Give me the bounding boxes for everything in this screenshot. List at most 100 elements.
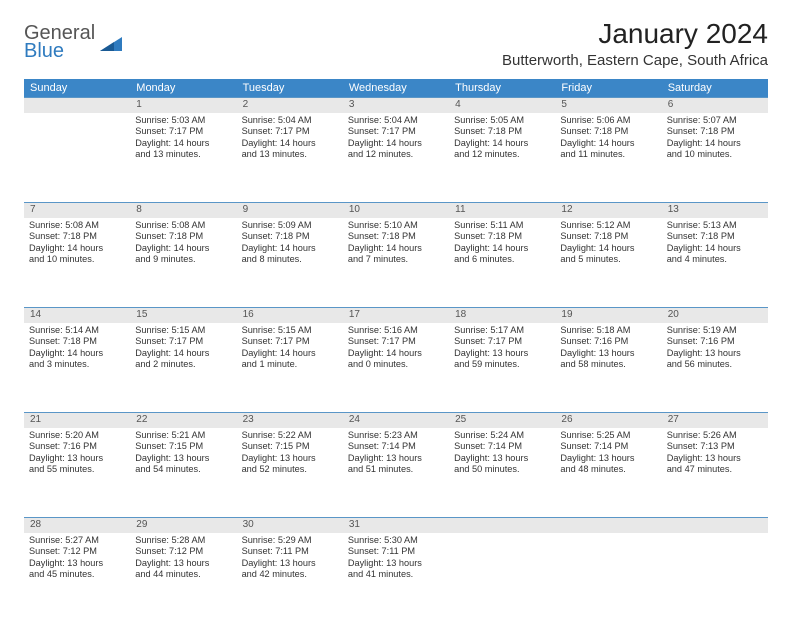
d1-text: Daylight: 13 hours — [454, 453, 550, 465]
sunrise-text: Sunrise: 5:11 AM — [454, 220, 550, 232]
day-number: 22 — [130, 413, 236, 428]
day-cell: Sunrise: 5:26 AMSunset: 7:13 PMDaylight:… — [662, 428, 768, 518]
week-row: Sunrise: 5:27 AMSunset: 7:12 PMDaylight:… — [24, 533, 768, 623]
sunset-text: Sunset: 7:17 PM — [348, 336, 444, 348]
d1-text: Daylight: 14 hours — [667, 138, 763, 150]
d1-text: Daylight: 14 hours — [135, 348, 231, 360]
d1-text: Daylight: 14 hours — [242, 138, 338, 150]
d2-text: and 58 minutes. — [560, 359, 656, 371]
d1-text: Daylight: 13 hours — [242, 558, 338, 570]
day-number: 28 — [24, 518, 130, 533]
d2-text: and 52 minutes. — [242, 464, 338, 476]
day-number: 4 — [449, 98, 555, 113]
day-cell: Sunrise: 5:20 AMSunset: 7:16 PMDaylight:… — [24, 428, 130, 518]
d2-text: and 3 minutes. — [29, 359, 125, 371]
day-cell: Sunrise: 5:04 AMSunset: 7:17 PMDaylight:… — [237, 113, 343, 203]
d1-text: Daylight: 13 hours — [29, 453, 125, 465]
sunset-text: Sunset: 7:18 PM — [667, 231, 763, 243]
sunrise-text: Sunrise: 5:04 AM — [242, 115, 338, 127]
sunset-text: Sunset: 7:18 PM — [242, 231, 338, 243]
sunset-text: Sunset: 7:13 PM — [667, 441, 763, 453]
sunset-text: Sunset: 7:18 PM — [667, 126, 763, 138]
day-cell — [555, 533, 661, 623]
d1-text: Daylight: 14 hours — [560, 138, 656, 150]
d1-text: Daylight: 14 hours — [29, 243, 125, 255]
day-cell — [662, 533, 768, 623]
sunset-text: Sunset: 7:18 PM — [348, 231, 444, 243]
d1-text: Daylight: 14 hours — [135, 138, 231, 150]
daynum-row: 78910111213 — [24, 203, 768, 218]
day-cell: Sunrise: 5:15 AMSunset: 7:17 PMDaylight:… — [130, 323, 236, 413]
sunrise-text: Sunrise: 5:07 AM — [667, 115, 763, 127]
sunset-text: Sunset: 7:11 PM — [242, 546, 338, 558]
d2-text: and 2 minutes. — [135, 359, 231, 371]
day-number: 25 — [449, 413, 555, 428]
calendar-table: Sunday Monday Tuesday Wednesday Thursday… — [24, 79, 768, 623]
d1-text: Daylight: 14 hours — [560, 243, 656, 255]
sunset-text: Sunset: 7:18 PM — [135, 231, 231, 243]
weekday-header: Saturday — [662, 79, 768, 98]
sunset-text: Sunset: 7:18 PM — [560, 231, 656, 243]
day-cell: Sunrise: 5:21 AMSunset: 7:15 PMDaylight:… — [130, 428, 236, 518]
sunset-text: Sunset: 7:17 PM — [135, 126, 231, 138]
d1-text: Daylight: 13 hours — [135, 558, 231, 570]
d2-text: and 10 minutes. — [29, 254, 125, 266]
day-number: 12 — [555, 203, 661, 218]
sunset-text: Sunset: 7:15 PM — [242, 441, 338, 453]
day-number: 15 — [130, 308, 236, 323]
d1-text: Daylight: 13 hours — [560, 453, 656, 465]
daynum-row: 123456 — [24, 98, 768, 113]
d2-text: and 54 minutes. — [135, 464, 231, 476]
day-cell: Sunrise: 5:17 AMSunset: 7:17 PMDaylight:… — [449, 323, 555, 413]
d2-text: and 1 minute. — [242, 359, 338, 371]
sunrise-text: Sunrise: 5:23 AM — [348, 430, 444, 442]
day-number: 1 — [130, 98, 236, 113]
sunrise-text: Sunrise: 5:05 AM — [454, 115, 550, 127]
day-number: 13 — [662, 203, 768, 218]
sunset-text: Sunset: 7:14 PM — [560, 441, 656, 453]
d2-text: and 0 minutes. — [348, 359, 444, 371]
weekday-header: Thursday — [449, 79, 555, 98]
day-cell: Sunrise: 5:04 AMSunset: 7:17 PMDaylight:… — [343, 113, 449, 203]
day-cell: Sunrise: 5:08 AMSunset: 7:18 PMDaylight:… — [130, 218, 236, 308]
d2-text: and 10 minutes. — [667, 149, 763, 161]
sunset-text: Sunset: 7:17 PM — [242, 336, 338, 348]
sunrise-text: Sunrise: 5:28 AM — [135, 535, 231, 547]
day-cell: Sunrise: 5:29 AMSunset: 7:11 PMDaylight:… — [237, 533, 343, 623]
d1-text: Daylight: 13 hours — [667, 453, 763, 465]
d2-text: and 48 minutes. — [560, 464, 656, 476]
sunrise-text: Sunrise: 5:22 AM — [242, 430, 338, 442]
sunrise-text: Sunrise: 5:27 AM — [29, 535, 125, 547]
day-number: 26 — [555, 413, 661, 428]
d2-text: and 45 minutes. — [29, 569, 125, 581]
d2-text: and 4 minutes. — [667, 254, 763, 266]
d2-text: and 42 minutes. — [242, 569, 338, 581]
sunrise-text: Sunrise: 5:30 AM — [348, 535, 444, 547]
day-number: 21 — [24, 413, 130, 428]
sunrise-text: Sunrise: 5:19 AM — [667, 325, 763, 337]
sunset-text: Sunset: 7:18 PM — [454, 126, 550, 138]
d1-text: Daylight: 14 hours — [348, 348, 444, 360]
location-text: Butterworth, Eastern Cape, South Africa — [502, 52, 768, 69]
sunset-text: Sunset: 7:18 PM — [560, 126, 656, 138]
sunrise-text: Sunrise: 5:12 AM — [560, 220, 656, 232]
day-number: 6 — [662, 98, 768, 113]
day-cell — [449, 533, 555, 623]
d1-text: Daylight: 14 hours — [242, 348, 338, 360]
d2-text: and 51 minutes. — [348, 464, 444, 476]
calendar-page: General Blue January 2024 Butterworth, E… — [0, 0, 792, 635]
d1-text: Daylight: 14 hours — [454, 138, 550, 150]
day-number: 20 — [662, 308, 768, 323]
d1-text: Daylight: 14 hours — [667, 243, 763, 255]
d1-text: Daylight: 13 hours — [454, 348, 550, 360]
logo-text-block: General Blue — [24, 24, 95, 64]
d2-text: and 56 minutes. — [667, 359, 763, 371]
day-number: 3 — [343, 98, 449, 113]
day-number — [449, 518, 555, 533]
day-cell: Sunrise: 5:10 AMSunset: 7:18 PMDaylight:… — [343, 218, 449, 308]
day-number: 11 — [449, 203, 555, 218]
sunset-text: Sunset: 7:12 PM — [135, 546, 231, 558]
day-cell: Sunrise: 5:16 AMSunset: 7:17 PMDaylight:… — [343, 323, 449, 413]
day-number: 14 — [24, 308, 130, 323]
sunrise-text: Sunrise: 5:10 AM — [348, 220, 444, 232]
